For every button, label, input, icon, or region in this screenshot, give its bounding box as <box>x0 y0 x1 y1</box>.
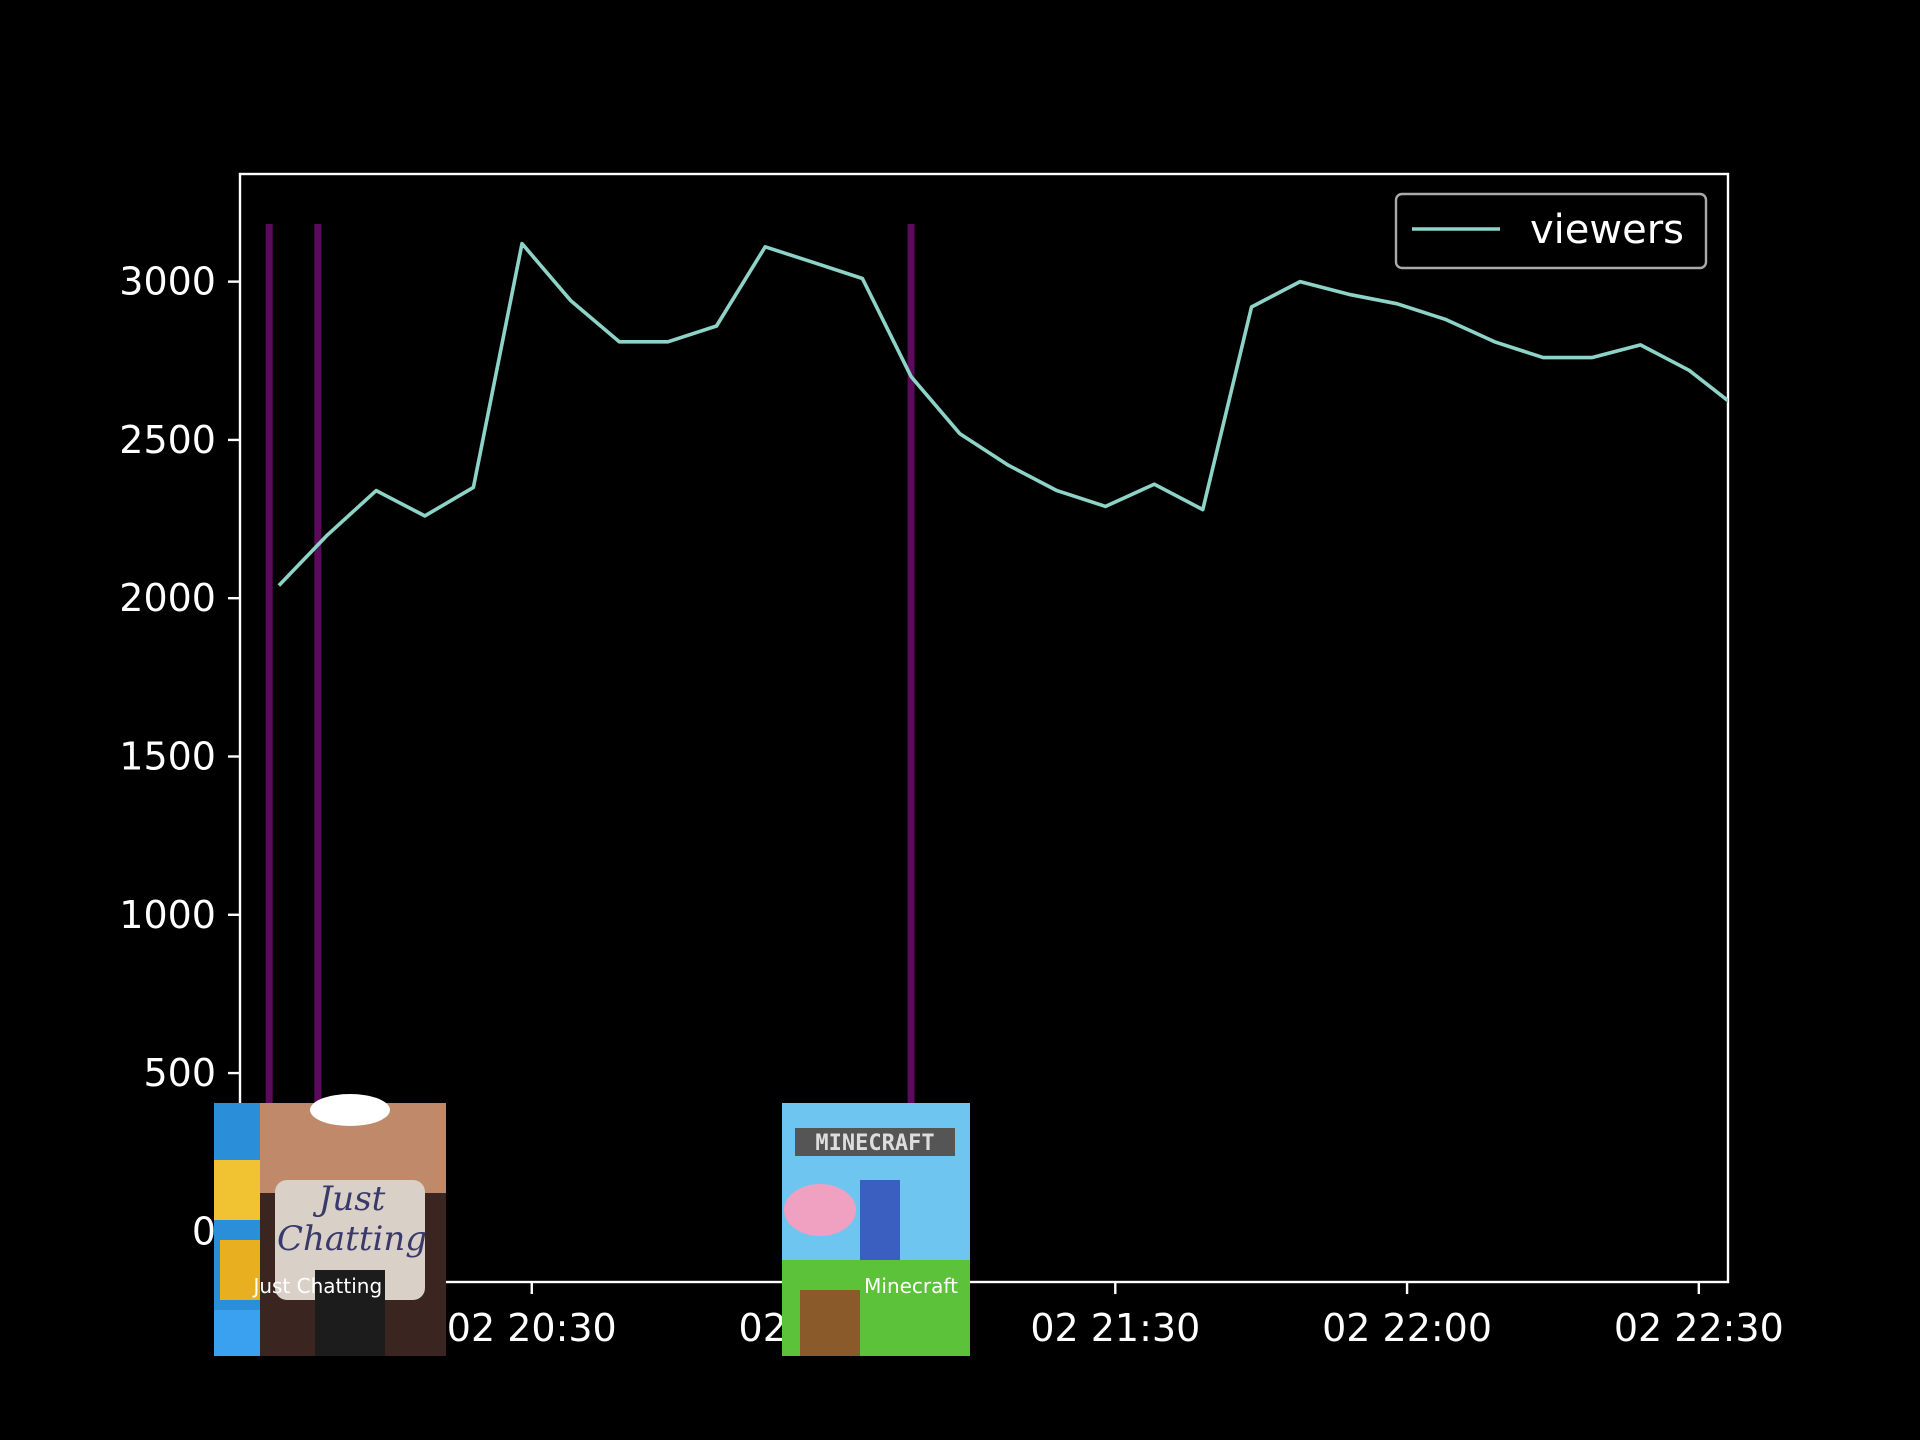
y-axis: 0 500 1000 1500 2000 2500 3000 <box>119 260 240 1253</box>
data-points <box>278 243 1738 586</box>
y-tick-label-1: 500 <box>143 1051 216 1095</box>
thumbnail-left-partial <box>214 1103 260 1356</box>
x-tick-label-0: 02 20:30 <box>447 1306 617 1350</box>
category-markers <box>265 224 915 1103</box>
y-tick-label-4: 2000 <box>119 576 216 620</box>
y-tick-label-6: 3000 <box>119 260 216 304</box>
thumbnail-minecraft: MINECRAFT <box>782 1103 970 1356</box>
thumbnail-label-2: Minecraft <box>864 1274 958 1298</box>
y-tick-label-2: 1000 <box>119 893 216 937</box>
x-tick-label-3: 02 22:00 <box>1322 1306 1492 1350</box>
legend-label-viewers: viewers <box>1530 207 1684 253</box>
svg-text:MINECRAFT: MINECRAFT <box>815 1131 934 1156</box>
thumbnail-just-chatting: Just Chatting <box>260 1094 446 1356</box>
x-tick-label-2: 02 21:30 <box>1030 1306 1200 1350</box>
svg-text:Just: Just <box>313 1179 386 1219</box>
x-tick-label-4: 02 22:30 <box>1614 1306 1784 1350</box>
y-tick-label-5: 2500 <box>119 418 216 462</box>
y-tick-label-0: 0 <box>192 1209 216 1253</box>
thumbnail-label-1: Just Chatting <box>251 1274 382 1298</box>
y-tick-label-3: 1500 <box>119 734 216 778</box>
thumbnail-labels: Just Chatting Minecraft <box>251 1274 958 1298</box>
legend: viewers <box>1394 192 1708 270</box>
svg-text:Chatting: Chatting <box>277 1219 427 1259</box>
plot-frame <box>238 172 1730 1284</box>
